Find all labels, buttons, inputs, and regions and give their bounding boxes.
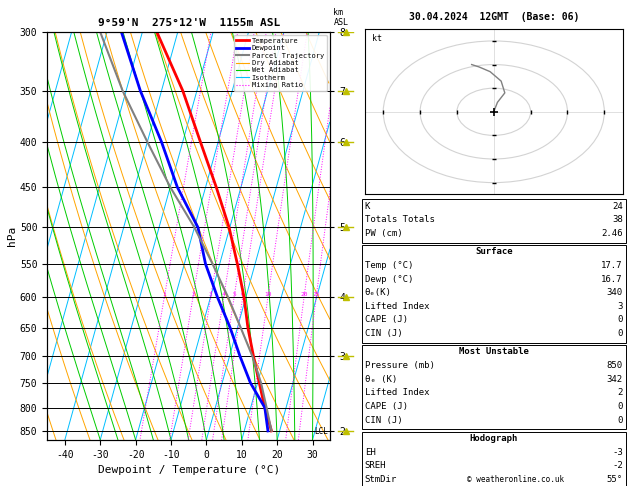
Text: 0: 0 <box>617 315 623 325</box>
Text: 10: 10 <box>264 293 272 297</box>
Text: 2.46: 2.46 <box>601 229 623 238</box>
Text: 3: 3 <box>617 302 623 311</box>
Text: -3: -3 <box>612 448 623 457</box>
Text: Lifted Index: Lifted Index <box>365 302 430 311</box>
Text: θₑ (K): θₑ (K) <box>365 375 397 384</box>
Text: Pressure (mb): Pressure (mb) <box>365 361 435 370</box>
Text: Most Unstable: Most Unstable <box>459 347 529 357</box>
Text: 2: 2 <box>617 388 623 398</box>
Text: 38: 38 <box>612 215 623 225</box>
Text: CIN (J): CIN (J) <box>365 329 403 338</box>
Y-axis label: hPa: hPa <box>7 226 17 246</box>
Text: 4: 4 <box>222 293 226 297</box>
Text: Dewp (°C): Dewp (°C) <box>365 275 413 284</box>
Text: km
ASL: km ASL <box>333 8 348 27</box>
Text: PW (cm): PW (cm) <box>365 229 403 238</box>
Text: 25: 25 <box>313 293 320 297</box>
Text: © weatheronline.co.uk: © weatheronline.co.uk <box>467 474 564 484</box>
Text: 17.7: 17.7 <box>601 261 623 270</box>
Text: SREH: SREH <box>365 461 386 470</box>
Text: Temp (°C): Temp (°C) <box>365 261 413 270</box>
Text: θₑ(K): θₑ(K) <box>365 288 392 297</box>
Text: -2: -2 <box>612 461 623 470</box>
Text: 2: 2 <box>191 293 195 297</box>
Text: 0: 0 <box>617 416 623 425</box>
Text: 1: 1 <box>162 293 166 297</box>
Text: LCL: LCL <box>314 427 328 436</box>
Text: 850: 850 <box>606 361 623 370</box>
Text: Surface: Surface <box>475 247 513 257</box>
Text: 340: 340 <box>606 288 623 297</box>
Text: 55°: 55° <box>606 475 623 484</box>
Title: 9°59'N  275°12'W  1155m ASL: 9°59'N 275°12'W 1155m ASL <box>97 18 280 28</box>
Text: kt: kt <box>372 34 382 43</box>
Text: CAPE (J): CAPE (J) <box>365 402 408 411</box>
Text: 6: 6 <box>241 293 245 297</box>
Text: 30.04.2024  12GMT  (Base: 06): 30.04.2024 12GMT (Base: 06) <box>409 12 579 22</box>
Text: 20: 20 <box>300 293 308 297</box>
Text: CIN (J): CIN (J) <box>365 416 403 425</box>
Text: 24: 24 <box>612 202 623 211</box>
Text: 5: 5 <box>232 293 236 297</box>
Text: EH: EH <box>365 448 376 457</box>
Text: 0: 0 <box>617 402 623 411</box>
Text: Lifted Index: Lifted Index <box>365 388 430 398</box>
Text: 16.7: 16.7 <box>601 275 623 284</box>
Text: StmDir: StmDir <box>365 475 397 484</box>
Text: Hodograph: Hodograph <box>470 434 518 443</box>
Text: K: K <box>365 202 370 211</box>
Text: 0: 0 <box>617 329 623 338</box>
Legend: Temperature, Dewpoint, Parcel Trajectory, Dry Adiabat, Wet Adiabat, Isotherm, Mi: Temperature, Dewpoint, Parcel Trajectory… <box>233 35 326 91</box>
Text: Totals Totals: Totals Totals <box>365 215 435 225</box>
X-axis label: Dewpoint / Temperature (°C): Dewpoint / Temperature (°C) <box>97 465 280 475</box>
Text: 342: 342 <box>606 375 623 384</box>
Text: 3: 3 <box>209 293 213 297</box>
Text: CAPE (J): CAPE (J) <box>365 315 408 325</box>
